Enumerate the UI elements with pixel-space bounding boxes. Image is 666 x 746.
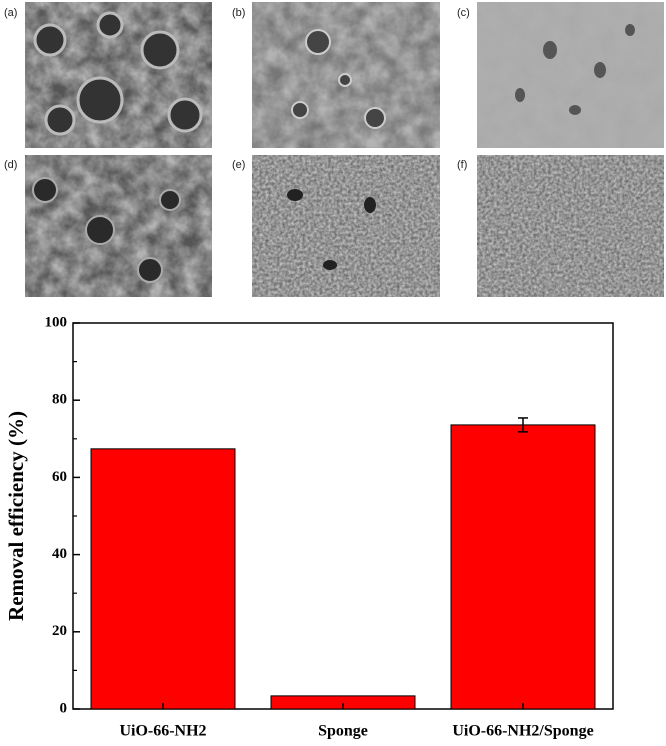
x-tick-label: UiO-66-NH2/Sponge <box>452 723 593 740</box>
sem-texture <box>25 155 212 297</box>
pores <box>33 11 203 136</box>
pores <box>287 189 376 270</box>
panel-label: (f) <box>457 159 467 171</box>
y-axis-label: Removal efficiency (%) <box>4 411 28 621</box>
y-tick-label: 60 <box>52 469 67 485</box>
panel-label: (d) <box>4 159 17 171</box>
panel-label: (c) <box>457 7 470 19</box>
y-tick-label: 80 <box>52 392 67 408</box>
sem-texture <box>477 2 664 148</box>
x-tick-label: UiO-66-NH2 <box>119 723 206 740</box>
panel-label: (e) <box>232 159 245 171</box>
x-tick-label: Sponge <box>318 723 368 740</box>
pores <box>32 177 181 283</box>
y-tick-label: 40 <box>52 546 67 562</box>
y-tick-label: 0 <box>60 700 68 716</box>
y-tick-label: 20 <box>52 623 67 639</box>
sem-images <box>25 2 664 297</box>
y-tick-label: 100 <box>45 314 68 330</box>
panel-label: (b) <box>232 7 245 19</box>
bar-chart: Removal efficiency (%) 0 20 40 60 80 100 UiO-6… <box>4 314 614 740</box>
sem-texture <box>477 155 664 297</box>
bar <box>450 424 596 710</box>
bar <box>90 448 236 710</box>
panel-labels: (a) (b) (c) (d) (e) (f) <box>4 7 470 171</box>
pores <box>515 24 635 115</box>
panel-label: (a) <box>4 7 17 19</box>
sem-texture <box>252 155 440 297</box>
pores <box>291 29 386 129</box>
